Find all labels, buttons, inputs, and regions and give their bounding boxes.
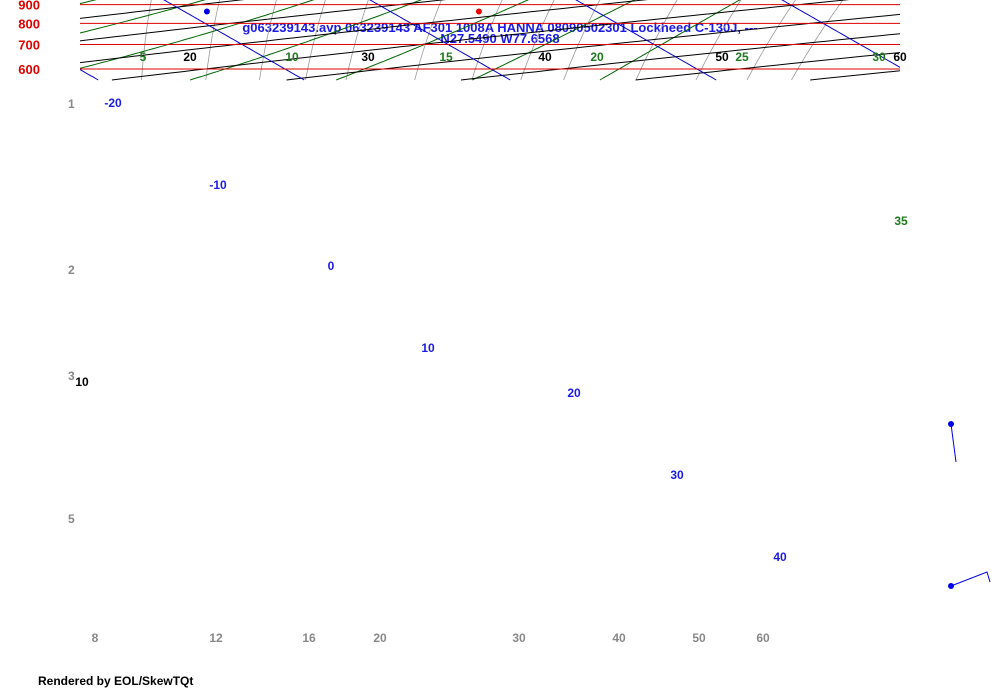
mixing-ratio-label: 2 [68,263,75,277]
mixing-ratio-line [520,0,555,81]
dry-adiabats [0,0,1000,81]
mixing-ratio-bottom-label: 50 [692,631,706,645]
moist-adiabat-label: 25 [735,50,749,64]
isotherm-line [163,0,305,81]
dry-adiabat-line [0,0,15,80]
mixing-ratio-label: 3 [68,369,75,383]
dry-adiabat-line [111,0,850,81]
temperature-label: -20 [104,96,122,110]
moist-adiabat-line [0,0,80,80]
observations [203,8,482,15]
temperature-label: 10 [421,341,435,355]
dry-adiabat-label: 50 [715,50,729,64]
dry-adiabat-label: 60 [893,50,907,64]
mixing-ratio-label: 1 [68,97,75,111]
dry-adiabat-label: 10 [75,375,89,389]
temperature-label: 40 [773,550,787,564]
mixing-ratio-line [695,0,742,81]
dry-adiabat-label: 40 [538,50,552,64]
mixing-ratio-line [791,0,844,81]
mixing-ratio-line [563,0,601,81]
moist-adiabat-line [599,0,741,81]
temperature-label: 0 [328,259,335,273]
mixing-ratio-line [10,0,14,80]
moist-adiabat-label: 35 [894,214,908,228]
pressure-label: 900 [18,0,40,13]
moist-adiabat-line [336,0,530,81]
moist-adiabat-label: 20 [590,50,604,64]
mixing-ratio-line [635,0,678,81]
mixing-ratio-line [746,0,796,81]
isotherm-line [951,0,1000,80]
mixing-ratio-line [305,0,326,81]
chart-title-line-2: N27.5490 W77.6568 [440,31,559,46]
temperature-label: 30 [670,468,684,482]
dry-adiabat-line [985,0,1000,80]
pressure-label: 800 [18,16,40,31]
moist-adiabat-line [472,0,636,81]
moist-adiabat-label: 5 [140,50,147,64]
mixing-ratio-label: 5 [68,512,75,526]
wind-barbs [948,421,991,589]
isotherm-line [781,0,900,68]
isotherm-line [575,0,717,81]
isotherm-line [369,0,511,81]
dry-adiabat-label: 30 [361,50,375,64]
mixing-ratio-line [259,0,277,81]
moist-adiabat-label: 15 [439,50,453,64]
axis-labels: 6007008009001000102030405060510152025303… [18,0,908,645]
mixing-ratio-bottom-label: 30 [512,631,526,645]
dry-adiabat-line [286,13,900,81]
mixing-ratio-line [414,0,442,81]
moist-adiabat-line [189,0,423,81]
dry-adiabat-label: 20 [183,50,197,64]
temperature-point [475,8,482,15]
dry-adiabat-line [635,51,900,81]
mixing-ratio-bottom-label: 8 [92,631,99,645]
pressure-label: 600 [18,62,40,77]
moist-adiabat-line [80,0,206,34]
dewpoint-point [203,8,210,15]
footer-text: Rendered by EOL/SkewTQt [38,674,193,688]
mixing-ratio-line [61,0,69,80]
mixing-ratio-line [345,0,369,81]
mixing-ratio-bottom-label: 60 [756,631,770,645]
dry-adiabat-line [80,0,648,64]
temperature-label: 20 [567,386,581,400]
isobars [80,4,900,70]
temperature-label: -10 [209,178,227,192]
mixing-ratio-bottom-label: 12 [209,631,223,645]
mixing-ratio-bottom-label: 20 [373,631,387,645]
dry-adiabat-line [460,33,900,81]
moist-adiabat-label: 10 [285,50,299,64]
mixing-ratio-line [141,0,152,81]
mixing-ratio-line [205,0,220,81]
isotherms [80,0,1000,81]
dry-adiabat-line [80,0,447,42]
moist-adiabat-label: 30 [872,50,886,64]
pressure-label: 700 [18,38,40,53]
mixing-ratio-bottom-label: 16 [302,631,316,645]
mixing-ratio-bottom-label: 40 [612,631,626,645]
